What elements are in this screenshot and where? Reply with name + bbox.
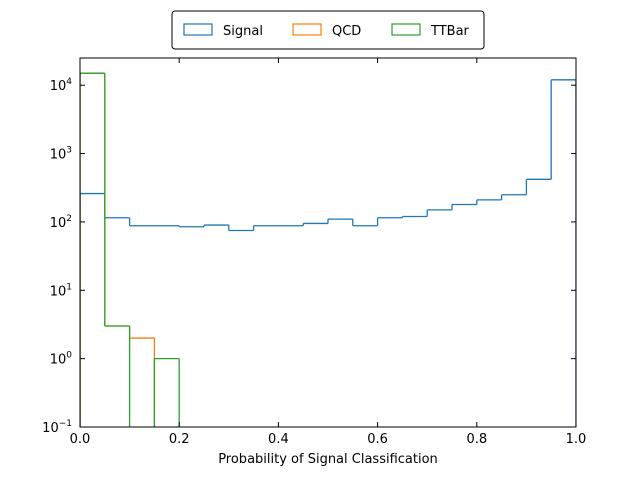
- y-tick-label: 101: [50, 282, 72, 299]
- series-qcd: [80, 72, 156, 427]
- x-tick-label: 0.4: [268, 432, 289, 447]
- y-tick-label: 10−1: [42, 419, 72, 436]
- series-signal: [80, 79, 576, 427]
- series-layer: [80, 72, 576, 427]
- x-tick-label: 0.6: [367, 432, 388, 447]
- ticks-layer: 0.0 0.2 0.4 0.6 0.8 1.0 10−1 100 101 102 103 104: [42, 58, 586, 447]
- legend-box: [171, 10, 485, 50]
- x-tick-label: 0.0: [70, 432, 91, 447]
- legend-swatch-ttbar: [391, 23, 421, 36]
- legend: Signal QCD TTBar: [171, 10, 485, 50]
- y-tick-label: 103: [50, 146, 72, 163]
- x-tick-label: 0.2: [169, 432, 190, 447]
- legend-label-qcd: QCD: [332, 24, 361, 39]
- legend-swatch-qcd: [292, 23, 322, 36]
- x-tick-label: 0.8: [466, 432, 487, 447]
- y-tick-label: 104: [50, 77, 73, 94]
- legend-swatch-signal: [183, 23, 213, 36]
- x-tick-label: 1.0: [566, 432, 587, 447]
- legend-label-ttbar: TTBar: [430, 24, 470, 39]
- legend-label-signal: Signal: [223, 24, 263, 39]
- x-axis-label: Probability of Signal Classification: [218, 452, 438, 467]
- plot-frame: [79, 57, 577, 428]
- y-tick-label: 102: [50, 214, 72, 231]
- series-ttbar: [80, 72, 180, 427]
- y-tick-label: 100: [50, 351, 73, 368]
